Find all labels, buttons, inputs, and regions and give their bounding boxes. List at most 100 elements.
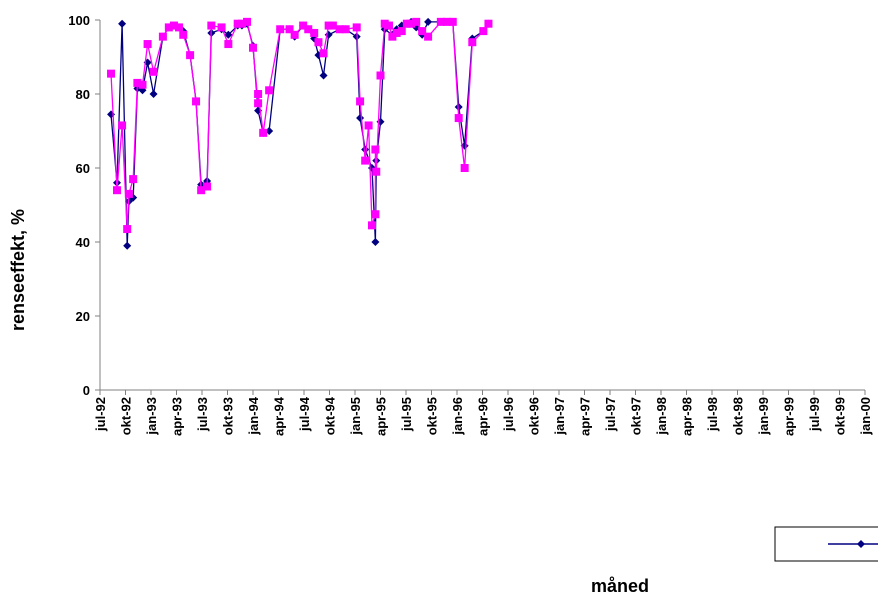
series-2-point xyxy=(310,28,319,37)
plot-area xyxy=(99,20,865,391)
series-2-point xyxy=(402,19,411,28)
series-2-point xyxy=(328,21,337,30)
legend xyxy=(774,526,878,562)
series-2-point xyxy=(397,27,406,36)
x-tick-label: okt-99 xyxy=(833,397,848,435)
x-tick-label: jan-93 xyxy=(144,397,159,436)
x-tick-label: jan-97 xyxy=(552,397,567,436)
series-1-point xyxy=(149,90,158,98)
x-tick-label: jul-92 xyxy=(93,397,108,432)
series-1-point xyxy=(361,145,370,154)
x-tick-label: jul-95 xyxy=(399,397,414,432)
series-1-point xyxy=(371,238,380,246)
series-2-point xyxy=(265,86,274,95)
x-tick-label: apr-97 xyxy=(578,397,593,436)
x-tick-label: apr-95 xyxy=(374,397,389,436)
series-2-point xyxy=(203,182,212,191)
series-1-point xyxy=(424,17,433,26)
series-2-point xyxy=(372,167,381,176)
series-2-point xyxy=(276,25,285,34)
series-2-point xyxy=(175,23,184,32)
series-2-point xyxy=(124,189,133,198)
y-tick-label: 60 xyxy=(76,161,90,176)
series-2-point xyxy=(304,25,313,34)
x-tick-label: jan-00 xyxy=(858,397,873,436)
series-2-point xyxy=(380,19,389,28)
series-2-point xyxy=(352,23,361,32)
series-2-point xyxy=(290,30,299,39)
series-2-point xyxy=(243,17,252,26)
series-2-point xyxy=(179,30,188,39)
x-tick-label: jul-94 xyxy=(297,396,312,432)
x-tick-label: okt-94 xyxy=(323,396,338,435)
series-2-point xyxy=(385,21,393,30)
series-2-point xyxy=(324,21,333,30)
legend-series-1-marker xyxy=(857,540,865,548)
x-tick-label: jul-97 xyxy=(603,397,618,432)
series-layer xyxy=(107,17,493,250)
y-axis: 0 20 40 60 80 100 xyxy=(68,13,100,398)
series-1-point xyxy=(224,30,233,39)
x-tick-label: jul-99 xyxy=(807,397,822,432)
x-tick-label: jul-96 xyxy=(501,397,516,432)
series-2-point xyxy=(392,28,401,37)
series-2-point xyxy=(376,71,385,80)
x-tick-label: okt-92 xyxy=(119,397,134,435)
x-tick-label: okt-95 xyxy=(425,397,440,435)
series-2-point xyxy=(254,90,263,98)
series-2-point xyxy=(129,175,138,184)
x-tick-label: jan-95 xyxy=(348,397,363,436)
series-2-point xyxy=(249,43,257,52)
x-tick-label: apr-98 xyxy=(680,397,695,436)
series-2-point xyxy=(454,114,463,123)
y-tick-label: 80 xyxy=(76,87,90,102)
x-tick-label: okt-93 xyxy=(221,397,236,435)
series-2-point xyxy=(407,19,416,28)
series-2-point xyxy=(143,40,152,49)
series-2-point xyxy=(371,210,380,219)
series-2-point xyxy=(149,67,158,76)
series-2-point xyxy=(468,38,477,47)
series-2-point xyxy=(361,156,370,165)
series-2-point xyxy=(299,21,308,30)
series-2-point xyxy=(164,23,173,32)
series-2-point xyxy=(158,32,167,41)
series-1-point xyxy=(356,114,365,123)
series-2-point xyxy=(237,19,246,28)
series-1 xyxy=(107,17,493,250)
x-tick-label: apr-96 xyxy=(476,397,491,436)
x-tick-label: okt-98 xyxy=(731,397,746,435)
x-tick-label: okt-97 xyxy=(629,397,644,435)
series-2-point xyxy=(138,80,147,89)
series-2-point xyxy=(192,97,201,106)
series-2-point xyxy=(460,164,469,172)
series-2-point xyxy=(107,69,116,78)
series-2-point xyxy=(371,145,380,154)
series-1-point xyxy=(376,117,385,126)
series-2-point xyxy=(388,32,397,41)
series-1-point xyxy=(454,102,463,111)
series-2-point xyxy=(285,25,294,34)
series-2-point xyxy=(113,186,121,195)
series-2-point xyxy=(207,21,216,30)
x-tick-label: jan-99 xyxy=(756,397,771,436)
series-2-point xyxy=(484,19,493,28)
x-axis-title: måned xyxy=(591,576,649,596)
series-2-point xyxy=(233,19,242,28)
series-2-point xyxy=(448,17,457,26)
series-2-point xyxy=(254,99,263,108)
series-2-point xyxy=(259,128,268,137)
series-1-point xyxy=(319,71,328,80)
series-2-point xyxy=(319,49,328,58)
series-2-point xyxy=(335,25,344,34)
series-1-point xyxy=(123,241,132,250)
series-2-point xyxy=(169,21,178,30)
y-tick-label: 0 xyxy=(83,383,90,398)
series-2-point xyxy=(118,121,127,130)
series-2-point xyxy=(424,32,433,41)
series-1-point xyxy=(118,19,127,28)
y-axis-title: renseeffekt, % xyxy=(8,209,28,331)
series-2-point xyxy=(442,17,451,26)
x-tick-label: apr-93 xyxy=(170,397,185,436)
